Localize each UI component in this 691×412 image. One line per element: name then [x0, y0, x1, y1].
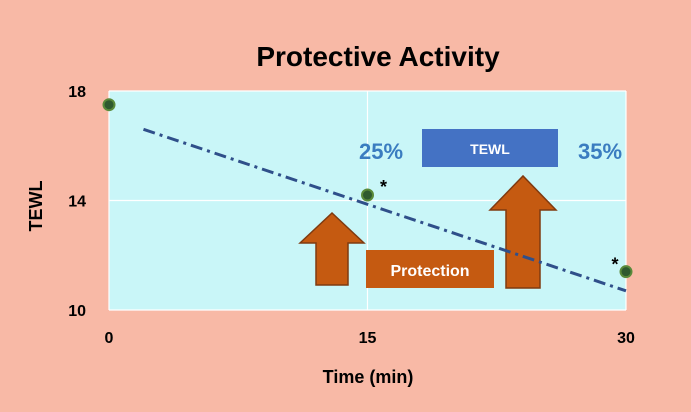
annotations: Protection TEWL 25% 35%	[298, 129, 622, 289]
data-point	[102, 98, 116, 112]
data-point	[619, 265, 633, 279]
protection-box	[366, 250, 494, 288]
y-tick-label: 10	[68, 303, 86, 320]
x-tick-label: 30	[617, 330, 635, 347]
trendline	[142, 127, 627, 293]
significance-asterisk: *	[380, 177, 387, 197]
data-point	[361, 188, 374, 202]
y-tick-label: 14	[68, 194, 86, 211]
y-tick-label: 18	[68, 84, 86, 101]
x-tick-label: 15	[359, 330, 377, 347]
percent-label-left: 25%	[359, 139, 403, 164]
tick-labels: 0 15 30 10 14 18	[68, 84, 635, 347]
percent-label-right: 35%	[578, 139, 622, 164]
x-tick-label: 0	[105, 330, 114, 347]
y-axis-label: TEWL	[26, 181, 46, 232]
up-arrow-large	[488, 174, 558, 289]
chart-title: Protective Activity	[256, 41, 500, 72]
protection-box-label: Protection	[390, 263, 469, 280]
significance-asterisk: *	[611, 255, 618, 275]
data-points: **	[102, 98, 633, 279]
tewl-box-label: TEWL	[470, 141, 510, 157]
up-arrow-small	[298, 211, 366, 286]
x-axis-label: Time (min)	[323, 367, 414, 387]
tewl-box	[422, 129, 558, 167]
